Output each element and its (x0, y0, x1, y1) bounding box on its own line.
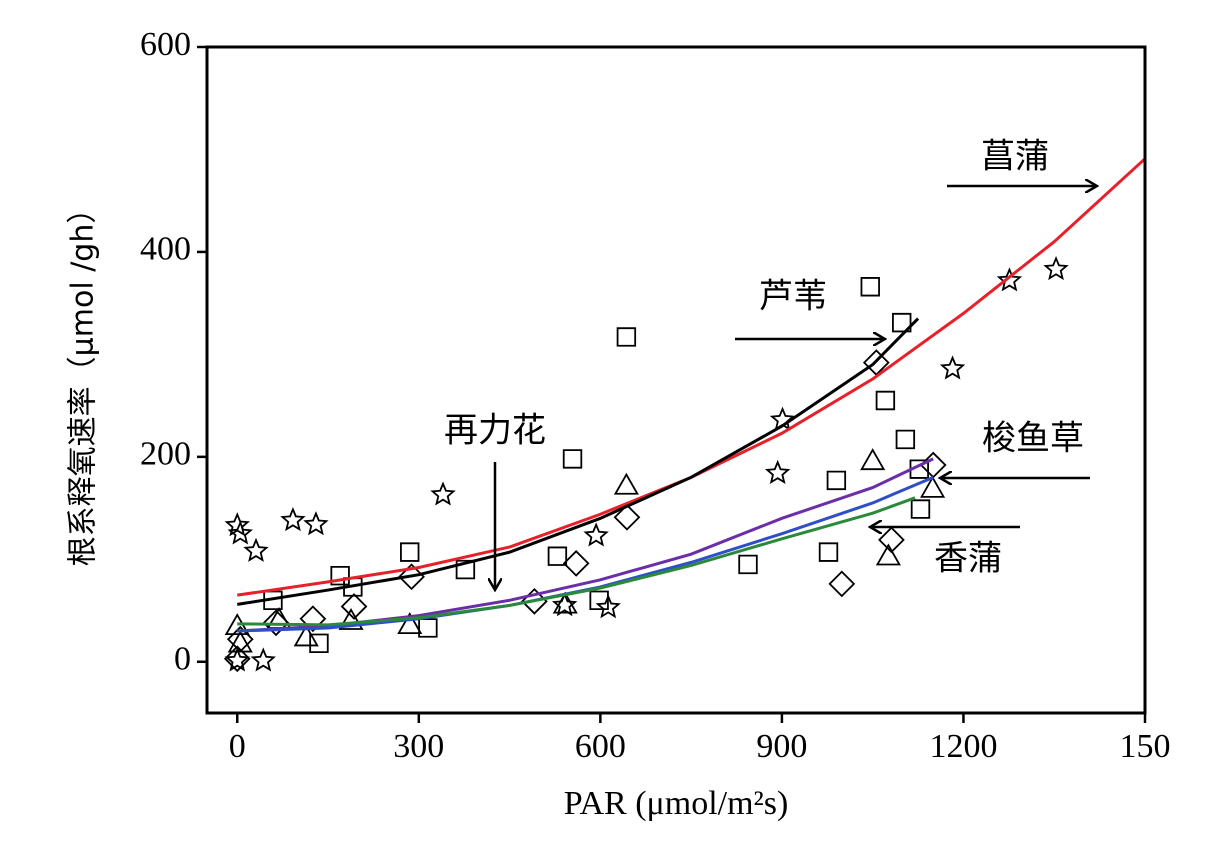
y-tick-label: 400 (140, 231, 191, 268)
data-point (299, 605, 327, 633)
data-point (262, 609, 290, 637)
y-tick-label: 0 (174, 641, 191, 678)
data-point (250, 647, 276, 672)
data-point (338, 607, 364, 630)
annotation: 香蒲 (934, 539, 1002, 579)
data-point (400, 542, 420, 562)
data-point (613, 472, 639, 495)
data-point (551, 592, 578, 617)
data-point (892, 312, 912, 333)
data-point (455, 559, 476, 580)
data-point (227, 520, 253, 545)
data-point (860, 277, 880, 297)
data-point (223, 645, 251, 673)
data-point (589, 590, 609, 610)
annotation: 菖蒲 (981, 137, 1049, 177)
data-point (562, 550, 590, 577)
data-point (280, 507, 306, 532)
data-point (818, 542, 839, 562)
data-point (224, 647, 250, 672)
data-point (263, 590, 283, 610)
data-point (613, 503, 641, 531)
annotation: 芦苇 (759, 277, 827, 317)
fit-curve (237, 496, 916, 627)
x-tick-label: 150 (1120, 728, 1171, 765)
fit-curve (237, 317, 920, 606)
plot-area (223, 157, 1147, 673)
data-point (939, 355, 966, 380)
x-tick-label: 1200 (929, 728, 997, 765)
annotation: 梭鱼草 (982, 419, 1084, 459)
data-point (293, 624, 319, 647)
data-point (583, 522, 609, 547)
data-point (878, 526, 905, 554)
data-point (562, 449, 583, 469)
data-point (547, 546, 568, 566)
data-point (226, 625, 254, 653)
data-point (919, 451, 947, 479)
fit-curve (237, 157, 1147, 597)
data-point (616, 327, 637, 347)
data-point (895, 429, 916, 450)
y-axis-title: 根系释氧速率（μmol /gh） (66, 194, 101, 567)
data-point (1043, 255, 1069, 281)
data-point (303, 511, 329, 536)
data-point (875, 390, 896, 411)
x-tick-label: 300 (393, 728, 444, 765)
data-point (860, 448, 886, 471)
x-tick-label: 600 (575, 728, 626, 765)
data-point (826, 470, 847, 491)
y-tick-label: 600 (140, 26, 191, 63)
data-point (595, 594, 621, 619)
data-point (430, 481, 456, 506)
data-point (764, 459, 791, 485)
y-tick-label: 200 (140, 436, 191, 473)
data-point (828, 570, 856, 598)
x-axis-title: PAR (μmol/m²s) (564, 785, 789, 822)
data-point (398, 563, 425, 591)
data-point (397, 612, 423, 635)
data-point (738, 554, 758, 575)
fit-curve (237, 475, 934, 633)
fit-curve (237, 457, 934, 633)
data-point (910, 499, 931, 519)
x-tick-label: 0 (229, 728, 246, 765)
data-point (552, 591, 578, 614)
data-point (340, 593, 368, 620)
data-point (875, 543, 901, 566)
x-tick-label: 900 (756, 728, 807, 765)
annotation: 再力花 (444, 411, 546, 451)
data-point (330, 566, 350, 586)
plot-frame (205, 45, 1147, 715)
data-point (418, 618, 438, 638)
data-point (996, 267, 1023, 292)
data-point (920, 475, 946, 498)
data-point (243, 537, 269, 562)
